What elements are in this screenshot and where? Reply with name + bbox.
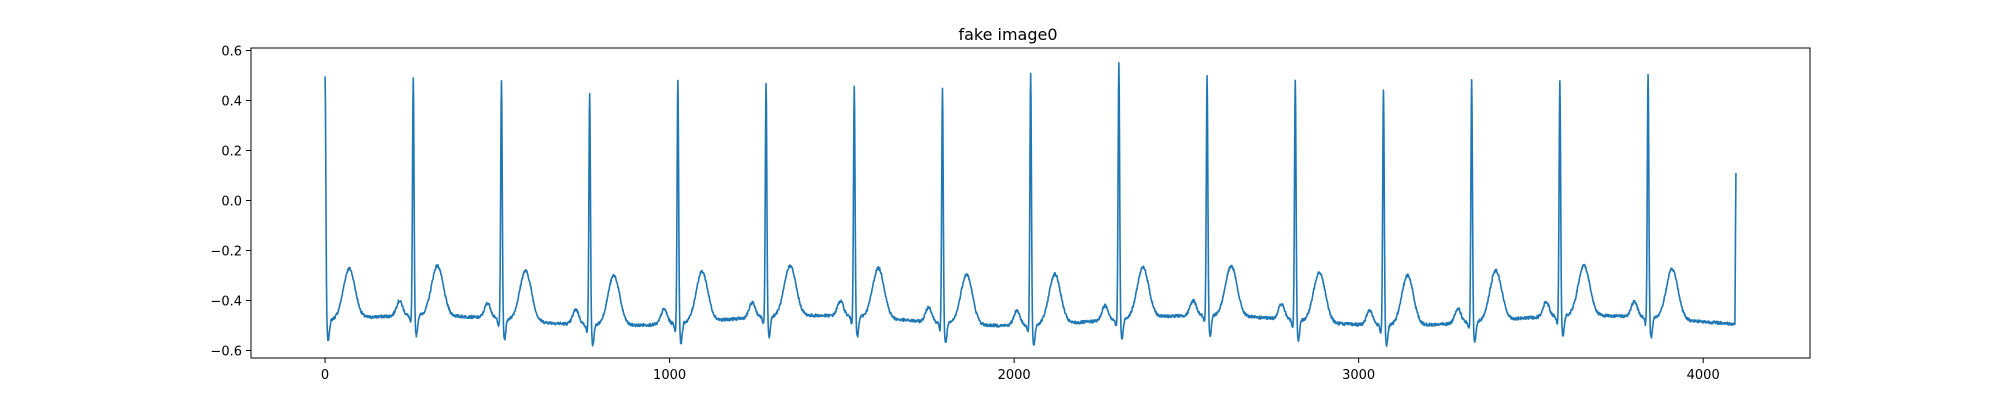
y-tick-label: 0.6 — [221, 45, 242, 60]
x-axis: 0 1000 2000 3000 4000 — [321, 358, 1720, 383]
x-tick-label: 1000 — [653, 368, 686, 383]
y-tick-label: −0.2 — [210, 245, 242, 260]
x-tick-label: 2000 — [998, 368, 1031, 383]
y-tick-label: 0.0 — [221, 195, 242, 210]
y-tick-label: −0.4 — [210, 295, 242, 310]
x-tick-label: 3000 — [1342, 368, 1375, 383]
x-tick-label: 0 — [321, 368, 329, 383]
y-tick-label: −0.6 — [210, 345, 242, 360]
y-axis: −0.6 −0.4 −0.2 0.0 0.2 0.4 0.6 — [210, 45, 251, 360]
y-tick-label: 0.2 — [221, 145, 242, 160]
y-tick-label: 0.4 — [221, 95, 242, 110]
series-line — [324, 62, 1737, 347]
plot-area — [324, 62, 1737, 347]
x-tick-label: 4000 — [1687, 368, 1720, 383]
axes-frame — [250, 47, 1811, 359]
chart-title: fake image0 — [958, 25, 1057, 44]
